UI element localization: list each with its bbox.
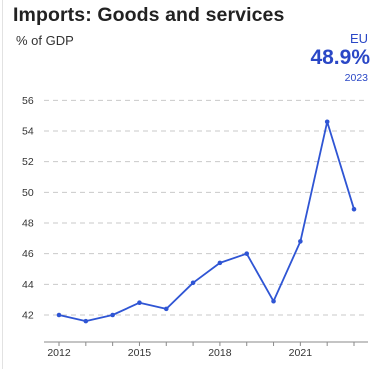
data-point[interactable] [56,312,62,318]
data-point[interactable] [244,251,250,256]
gridlines [44,99,368,316]
x-tick-label: 2015 [128,347,152,359]
kpi-region-label: EU [349,31,368,46]
data-point[interactable] [190,280,196,286]
y-tick-label: 50 [22,187,34,199]
data-point[interactable] [110,312,115,318]
x-tick-label: 2021 [289,347,313,359]
x-tick-label: 2018 [208,347,232,359]
x-axis [44,341,368,346]
y-axis-ticks: 42 44 46 48 50 52 54 56 [22,95,34,322]
kpi-year: 2023 [344,72,368,84]
data-point[interactable] [137,300,142,306]
data-point[interactable] [324,119,330,125]
data-point[interactable] [83,318,89,324]
chart-subtitle: % of GDP [16,33,74,48]
y-tick-label: 42 [22,310,34,322]
chart-title: Imports: Goods and services [13,4,285,26]
y-tick-label: 52 [22,156,34,168]
data-point[interactable] [217,260,223,266]
data-point[interactable] [163,306,169,312]
y-tick-label: 48 [22,218,34,230]
data-point[interactable] [271,298,276,304]
card-left-border [2,0,3,369]
data-point[interactable] [298,239,303,244]
y-tick-label: 56 [22,95,34,107]
series-line [58,120,355,323]
y-tick-label: 54 [22,126,34,138]
x-tick-label: 2012 [47,347,71,359]
kpi-value: 48.9% [310,46,370,69]
series-eu [56,119,357,324]
x-axis-ticks: 2012 2015 2018 2021 [47,347,312,359]
y-tick-label: 46 [22,248,34,260]
data-point[interactable] [351,206,357,212]
y-tick-label: 44 [22,279,34,291]
